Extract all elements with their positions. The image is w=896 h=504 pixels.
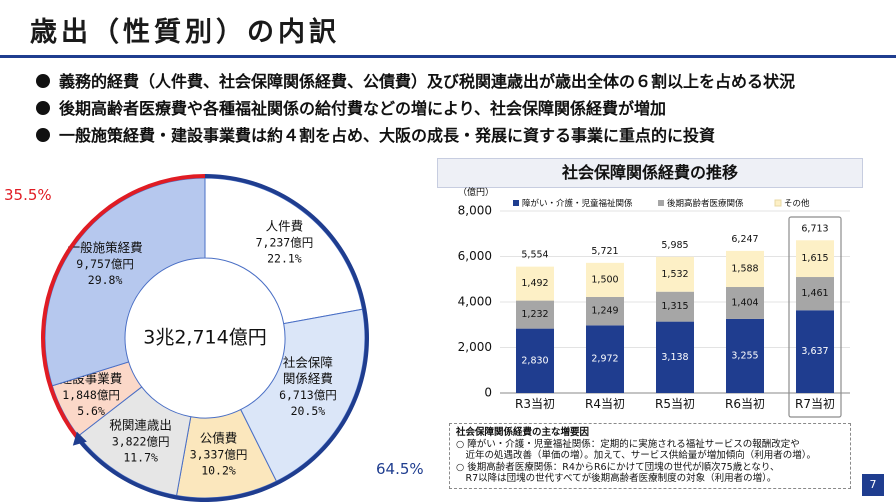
notes-line: ○ 後期高齢者医療関係：R4からR6にかけて団塊の世代が順次75歳となり、	[456, 461, 780, 473]
investment-share-label: 35.5%	[4, 186, 52, 204]
title-underline	[0, 55, 896, 58]
bullet-item: 後期高齢者医療費や各種福祉関係の給付費などの増により、社会保障関係経費が増加	[36, 95, 795, 122]
notes-line: 近年の処遇改善（単価の増）。加えて、サービス供給量が増加傾向（利用者の増）。	[456, 450, 817, 461]
legend-swatch	[513, 200, 519, 206]
notes-heading: 社会保障関係経費の主な増要因	[456, 427, 590, 438]
bullet-item: 一般施策経費・建設事業費は約４割を占め、大阪の成長・発展に資する事業に重点的に投…	[36, 122, 795, 149]
bar-value-label: 1,588	[731, 263, 758, 274]
donut-slice-label: 9,757億円	[76, 257, 134, 271]
bullet-dot-icon	[36, 128, 50, 142]
y-tick-label: 8,000	[458, 204, 492, 218]
page-title: 歳出（性質別）の内訳	[30, 17, 340, 48]
bar-segment	[656, 321, 694, 393]
bar-total-label: 5,985	[661, 240, 688, 251]
bullet-dot-icon	[36, 101, 50, 115]
bar-value-label: 1,615	[801, 253, 828, 264]
donut-slice-label: 22.1%	[267, 251, 302, 265]
bar-value-label: 1,315	[661, 301, 688, 312]
donut-slice-label: 20.5%	[291, 404, 326, 418]
bar-segment	[586, 296, 624, 326]
obligatory-arc-arrowhead	[72, 431, 87, 446]
donut-slice-label: 3,337億円	[190, 447, 248, 461]
y-axis-unit-label: （億円）	[458, 186, 494, 198]
donut-total-label: 3兆2,714億円	[143, 327, 266, 349]
bar-panel-title: 社会保障関係経費の推移	[437, 158, 863, 188]
donut-slice-label: 11.7%	[123, 450, 158, 464]
bar-total-label: 5,554	[521, 250, 548, 261]
y-tick-label: 6,000	[458, 249, 492, 263]
bar-segment	[796, 310, 834, 393]
bar-value-label: 2,972	[591, 354, 618, 365]
notes-box: 社会保障関係経費の主な増要因 ○ 障がい・介護・児童福祉関係：定期的に実施される…	[449, 423, 851, 489]
bar-value-label: 3,637	[801, 346, 828, 357]
y-tick-label: 4,000	[458, 295, 492, 309]
highlight-frame	[788, 216, 842, 418]
donut-slice-label: 29.8%	[88, 273, 123, 287]
bar-segment	[726, 287, 764, 319]
bar-segment	[796, 277, 834, 311]
bar-value-label: 1,232	[521, 309, 548, 320]
legend-swatch	[658, 200, 664, 206]
notes-line: R7以降は団塊の世代すべてが後期高齢者医療制度の対象（利用者の増）。	[456, 473, 777, 484]
x-category-label: R7当初	[795, 397, 835, 411]
donut-slice-label: 公債費	[200, 430, 238, 445]
bar-value-label: 1,532	[661, 269, 688, 280]
bar-value-label: 1,249	[591, 306, 618, 317]
legend-swatch	[774, 199, 782, 207]
bar-value-label: 1,404	[731, 297, 758, 308]
donut-slice-label: 税関連歳出	[109, 417, 172, 432]
bar-segment	[796, 240, 834, 278]
bullet-text: 義務的経費（人件費、社会保障関係経費、公債費）及び税関連歳出が歳出全体の６割以上…	[59, 72, 796, 91]
bar-segment	[516, 266, 554, 301]
donut-slice-label: 7,237億円	[256, 235, 314, 249]
notes-line: ○ 障がい・介護・児童福祉関係：定期的に実施される福祉サービスの報酬改定や	[456, 438, 800, 450]
legend-label: その他	[784, 198, 810, 209]
x-category-label: R6当初	[725, 397, 765, 411]
y-tick-label: 0	[484, 386, 492, 400]
bullet-text: 後期高齢者医療費や各種福祉関係の給付費などの増により、社会保障関係経費が増加	[59, 99, 667, 118]
donut-slice-label: 5.6%	[77, 404, 105, 418]
bar-value-label: 2,830	[521, 355, 548, 366]
bar-value-label: 1,461	[801, 288, 828, 299]
donut-slice-label: 3,822億円	[112, 434, 170, 448]
donut-slice-label: 1,848億円	[62, 388, 120, 402]
bar-total-label: 6,247	[731, 234, 758, 245]
bullet-item: 義務的経費（人件費、社会保障関係経費、公債費）及び税関連歳出が歳出全体の６割以上…	[36, 68, 795, 95]
bar-segment	[656, 256, 694, 292]
bullet-list: 義務的経費（人件費、社会保障関係経費、公債費）及び税関連歳出が歳出全体の６割以上…	[36, 68, 795, 149]
legend-label: 後期高齢者医療関係	[667, 198, 744, 209]
bar-value-label: 3,255	[731, 350, 758, 361]
bar-segment	[726, 318, 764, 393]
donut-slice	[204, 177, 363, 325]
bullet-dot-icon	[36, 74, 50, 88]
y-tick-label: 2,000	[458, 340, 492, 354]
bar-segment	[586, 262, 624, 297]
x-category-label: R4当初	[585, 397, 625, 411]
donut-slice-label: 一般施策経費	[68, 240, 143, 255]
bar-value-label: 1,500	[591, 274, 618, 285]
obligatory-share-label: 64.5%	[376, 460, 424, 478]
donut-slice-label: 6,713億円	[279, 388, 337, 402]
donut-slice-label: 10.2%	[201, 463, 236, 477]
x-category-label: R3当初	[515, 397, 555, 411]
bullet-text: 一般施策経費・建設事業費は約４割を占め、大阪の成長・発展に資する事業に重点的に投…	[59, 126, 716, 145]
x-category-label: R5当初	[655, 397, 695, 411]
page-number: 7	[862, 474, 884, 496]
bar-value-label: 1,492	[521, 278, 548, 289]
donut-slice-label: 社会保障	[283, 355, 333, 370]
bar-segment	[516, 300, 554, 329]
bar-segment	[656, 291, 694, 322]
donut-slice-label: 人件費	[266, 218, 304, 233]
bar-segment	[516, 328, 554, 393]
donut-slice-label: 関係経費	[283, 371, 333, 386]
bar-total-label: 5,721	[591, 246, 618, 257]
bar-segment	[726, 250, 764, 288]
bar-segment	[586, 325, 624, 393]
bar-total-label: 6,713	[801, 223, 828, 234]
legend-label: 障がい・介護・児童福祉関係	[522, 198, 633, 209]
bar-value-label: 3,138	[661, 352, 688, 363]
